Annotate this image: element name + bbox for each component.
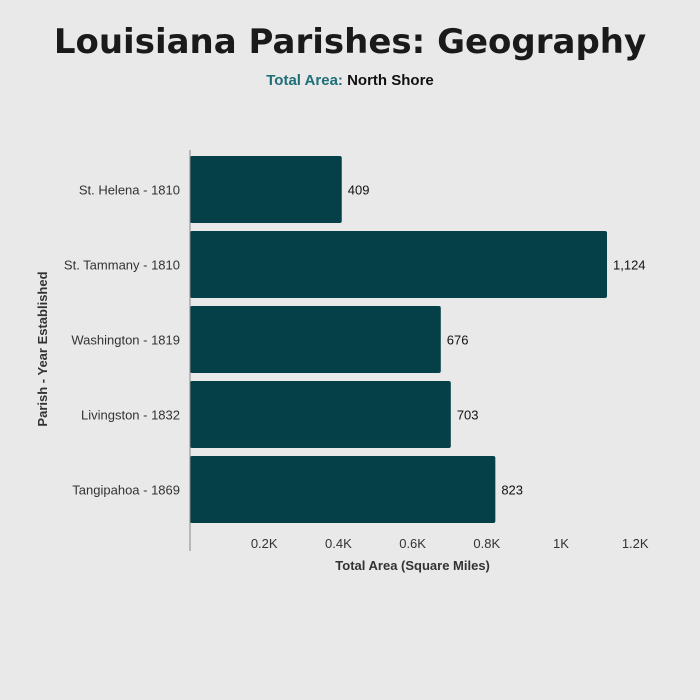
- bar: [190, 456, 496, 523]
- category-label: Tangipahoa - 1869: [72, 483, 180, 498]
- data-label: 1,124: [613, 258, 646, 273]
- bar: [190, 306, 441, 373]
- x-tick-label: 0.2K: [251, 536, 278, 551]
- category-label: St. Helena - 1810: [79, 183, 180, 198]
- x-axis-title: Total Area (Square Miles): [335, 558, 490, 573]
- subtitle-label: Total Area:: [266, 72, 343, 89]
- x-tick-label: 1.2K: [622, 536, 649, 551]
- bar: [190, 231, 608, 298]
- subtitle-value: North Shore: [347, 72, 434, 89]
- x-tick-label: 0.6K: [399, 536, 426, 551]
- x-tick-label: 0.4K: [325, 536, 352, 551]
- category-label: Washington - 1819: [71, 333, 180, 348]
- x-tick-label: 0.8K: [473, 536, 500, 551]
- data-label: 703: [457, 408, 479, 423]
- category-label: St. Tammany - 1810: [64, 258, 180, 273]
- category-label: Livingston - 1832: [81, 408, 180, 423]
- chart-title: Louisiana Parishes: Geography: [53, 22, 647, 62]
- chart-subtitle: Total Area: North Shore: [0, 72, 700, 89]
- x-tick-label: 1K: [553, 536, 569, 551]
- data-label: 676: [447, 333, 469, 348]
- data-label: 409: [348, 183, 370, 198]
- y-axis-title: Parish - Year Established: [35, 271, 50, 426]
- bar: [190, 156, 342, 223]
- bar: [190, 381, 451, 448]
- data-label: 823: [501, 483, 523, 498]
